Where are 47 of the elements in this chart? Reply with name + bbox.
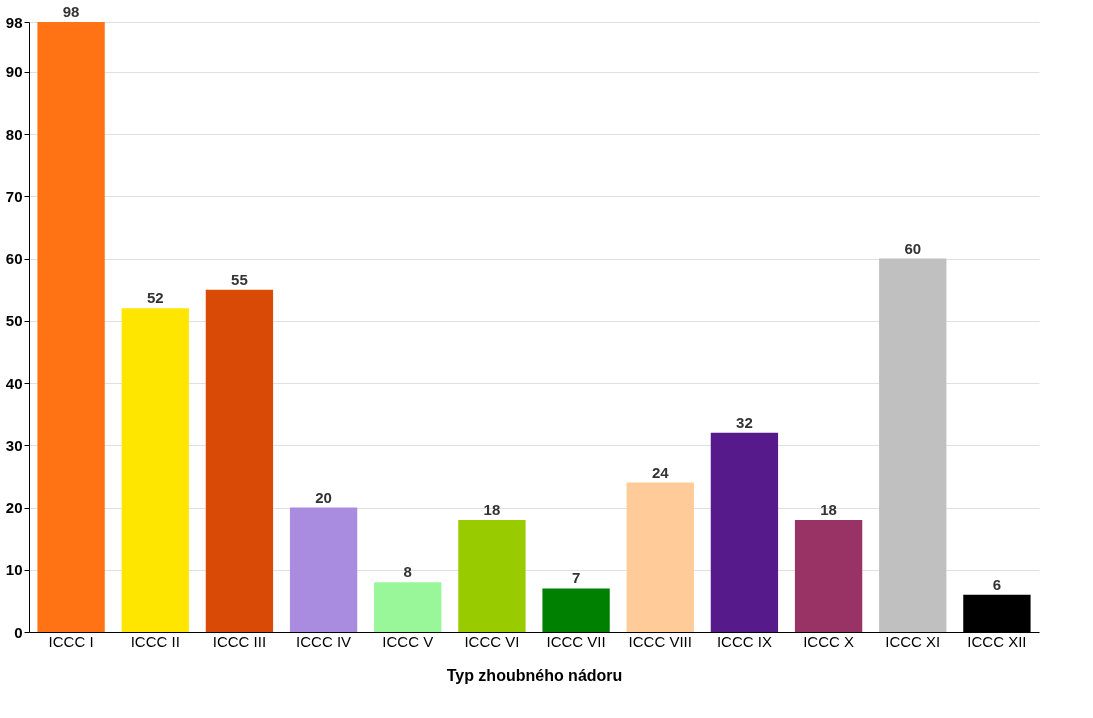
bar: [121, 308, 189, 632]
bar: [879, 258, 947, 632]
data-label: 52: [146, 289, 164, 307]
bar: [458, 519, 526, 632]
bar: [37, 22, 105, 632]
y-tick-label: 50: [5, 312, 23, 330]
x-tick-label: ICCC XII: [967, 632, 1027, 650]
x-tick-label: ICCC IV: [296, 632, 352, 650]
data-label: 60: [904, 239, 922, 257]
y-tick-label: 0: [14, 623, 23, 641]
y-tick-label: 80: [5, 125, 23, 143]
y-tick-label: 98: [5, 13, 23, 31]
y-tick-label: 20: [5, 499, 23, 517]
data-label: 55: [231, 270, 248, 288]
x-tick-label: ICCC XI: [885, 632, 941, 650]
x-axis-title: Typ zhoubného nádoru: [446, 666, 623, 684]
y-tick-label: 60: [5, 250, 23, 268]
y-tick-label: 90: [5, 63, 23, 81]
data-label: 6: [992, 575, 1002, 593]
x-tick-label: ICCC II: [130, 632, 180, 650]
y-tick-label: 10: [5, 561, 23, 579]
x-tick-label: ICCC VII: [546, 632, 606, 650]
data-label: 24: [651, 463, 670, 481]
y-tick-label: 30: [5, 436, 23, 454]
x-tick-label: ICCC X: [803, 632, 855, 650]
x-tick-label: ICCC IX: [716, 632, 772, 650]
bar: [289, 507, 358, 632]
data-label: 98: [62, 3, 80, 20]
x-tick-label: ICCC I: [48, 632, 94, 650]
bar: [542, 588, 610, 632]
x-tick-label: ICCC VIII: [628, 632, 692, 650]
bar: [794, 519, 863, 632]
bar: [710, 432, 779, 632]
data-label: 20: [315, 488, 332, 506]
data-label: 18: [820, 500, 837, 518]
bar: [205, 289, 274, 632]
bar: [374, 582, 442, 632]
y-tick-label: 40: [5, 374, 23, 392]
x-tick-label: ICCC VI: [464, 632, 520, 650]
data-label: 18: [483, 500, 501, 518]
data-label: 7: [571, 569, 581, 587]
data-label: 8: [403, 563, 412, 581]
bar: [626, 482, 694, 632]
y-tick-label: 70: [5, 187, 23, 205]
x-tick-label: ICCC V: [382, 632, 434, 650]
data-label: 32: [736, 413, 753, 431]
x-tick-label: ICCC III: [212, 632, 267, 650]
